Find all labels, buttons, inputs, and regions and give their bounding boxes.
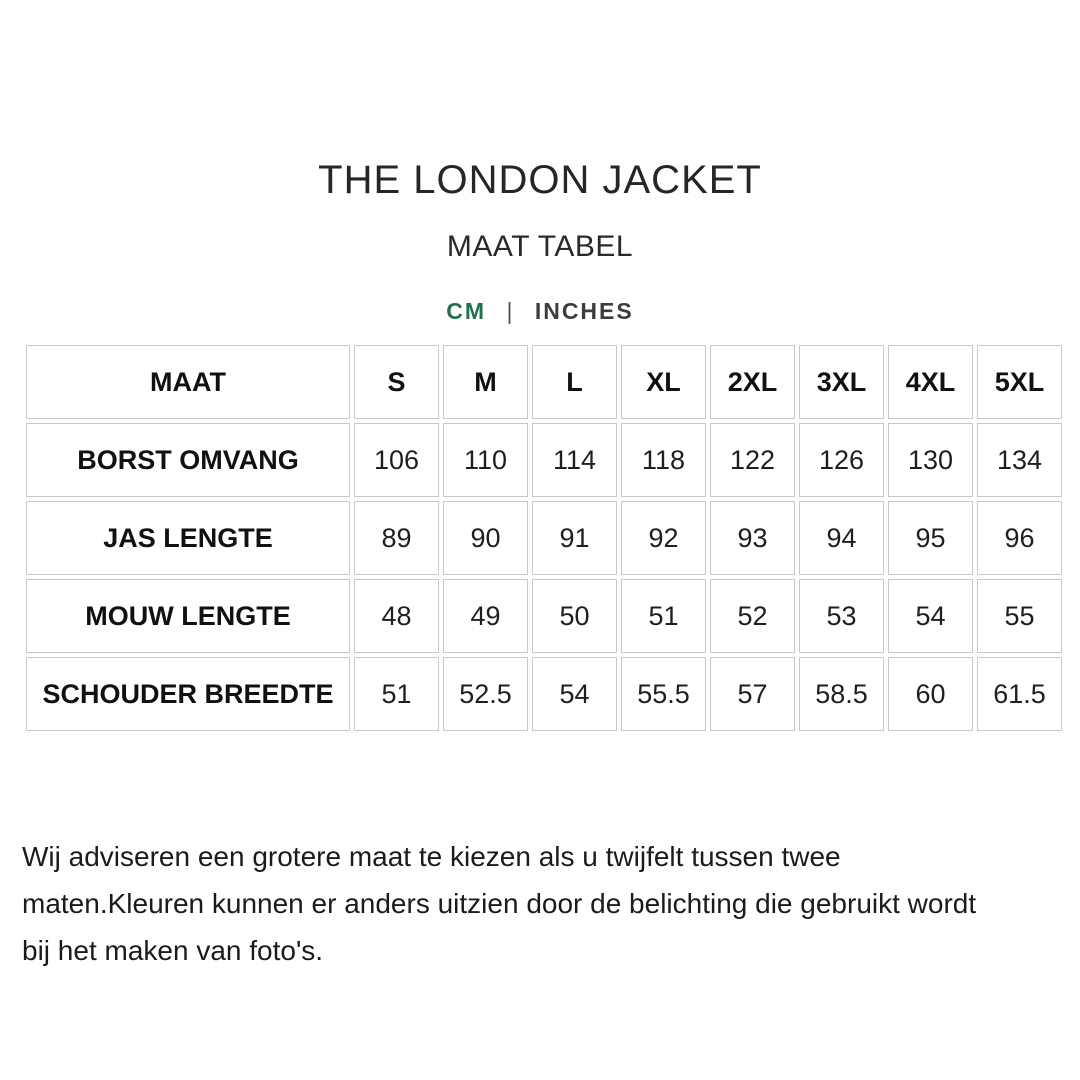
column-header-4xl: 4XL <box>888 345 973 419</box>
column-header-m: M <box>443 345 528 419</box>
size-value-cell: 114 <box>532 423 617 497</box>
column-header-5xl: 5XL <box>977 345 1062 419</box>
unit-separator: | <box>506 298 515 324</box>
row-label: BORST OMVANG <box>26 423 350 497</box>
size-value-cell: 134 <box>977 423 1062 497</box>
column-header-2xl: 2XL <box>710 345 795 419</box>
table-header-row: MAAT S M L XL 2XL 3XL 4XL 5XL <box>26 345 1062 419</box>
size-value-cell: 94 <box>799 501 884 575</box>
unit-option-cm[interactable]: CM <box>446 298 487 324</box>
size-value-cell: 60 <box>888 657 973 731</box>
size-value-cell: 89 <box>354 501 439 575</box>
size-value-cell: 55 <box>977 579 1062 653</box>
page-title: THE LONDON JACKET <box>318 158 762 202</box>
size-value-cell: 48 <box>354 579 439 653</box>
column-header-maat: MAAT <box>26 345 350 419</box>
disclaimer-line: maten.Kleuren kunnen er anders uitzien d… <box>22 888 977 919</box>
size-value-cell: 90 <box>443 501 528 575</box>
size-value-cell: 54 <box>532 657 617 731</box>
table-row: JAS LENGTE 89 90 91 92 93 94 95 96 <box>26 501 1062 575</box>
row-label: SCHOUDER BREEDTE <box>26 657 350 731</box>
size-value-cell: 106 <box>354 423 439 497</box>
row-label: MOUW LENGTE <box>26 579 350 653</box>
size-table: MAAT S M L XL 2XL 3XL 4XL 5XL BORST OMVANG 106 110… <box>22 341 1066 735</box>
size-value-cell: 49 <box>443 579 528 653</box>
size-value-cell: 93 <box>710 501 795 575</box>
column-header-l: L <box>532 345 617 419</box>
unit-option-inches[interactable]: INCHES <box>534 298 634 324</box>
size-value-cell: 122 <box>710 423 795 497</box>
column-header-s: S <box>354 345 439 419</box>
size-value-cell: 126 <box>799 423 884 497</box>
column-header-3xl: 3XL <box>799 345 884 419</box>
size-value-cell: 96 <box>977 501 1062 575</box>
page-subtitle: MAAT TABEL <box>446 230 634 263</box>
table-row: SCHOUDER BREEDTE 51 52.5 54 55.5 57 58.5 60 61.5 <box>26 657 1062 731</box>
size-value-cell: 52 <box>710 579 795 653</box>
unit-toggle: CM | INCHES <box>0 262 1080 323</box>
table-row: MOUW LENGTE 48 49 50 51 52 53 54 55 <box>26 579 1062 653</box>
size-value-cell: 50 <box>532 579 617 653</box>
size-value-cell: 92 <box>621 501 706 575</box>
size-value-cell: 57 <box>710 657 795 731</box>
size-value-cell: 110 <box>443 423 528 497</box>
column-header-xl: XL <box>621 345 706 419</box>
size-value-cell: 51 <box>354 657 439 731</box>
size-value-cell: 118 <box>621 423 706 497</box>
size-value-cell: 58.5 <box>799 657 884 731</box>
size-value-cell: 53 <box>799 579 884 653</box>
disclaimer: Wij adviseren een grotere maat te kiezen… <box>22 833 1060 974</box>
table-row: BORST OMVANG 106 110 114 118 122 126 130 134 <box>26 423 1062 497</box>
table-body: BORST OMVANG 106 110 114 118 122 126 130 134 JAS … <box>26 423 1062 731</box>
disclaimer-line: Wij adviseren een grotere maat te kiezen… <box>22 841 841 872</box>
size-value-cell: 95 <box>888 501 973 575</box>
size-value-cell: 91 <box>532 501 617 575</box>
size-value-cell: 51 <box>621 579 706 653</box>
size-value-cell: 61.5 <box>977 657 1062 731</box>
row-label: JAS LENGTE <box>26 501 350 575</box>
disclaimer-line: bij het maken van foto's. <box>22 935 324 966</box>
size-value-cell: 130 <box>888 423 973 497</box>
size-value-cell: 54 <box>888 579 973 653</box>
size-value-cell: 55.5 <box>621 657 706 731</box>
size-value-cell: 52.5 <box>443 657 528 731</box>
